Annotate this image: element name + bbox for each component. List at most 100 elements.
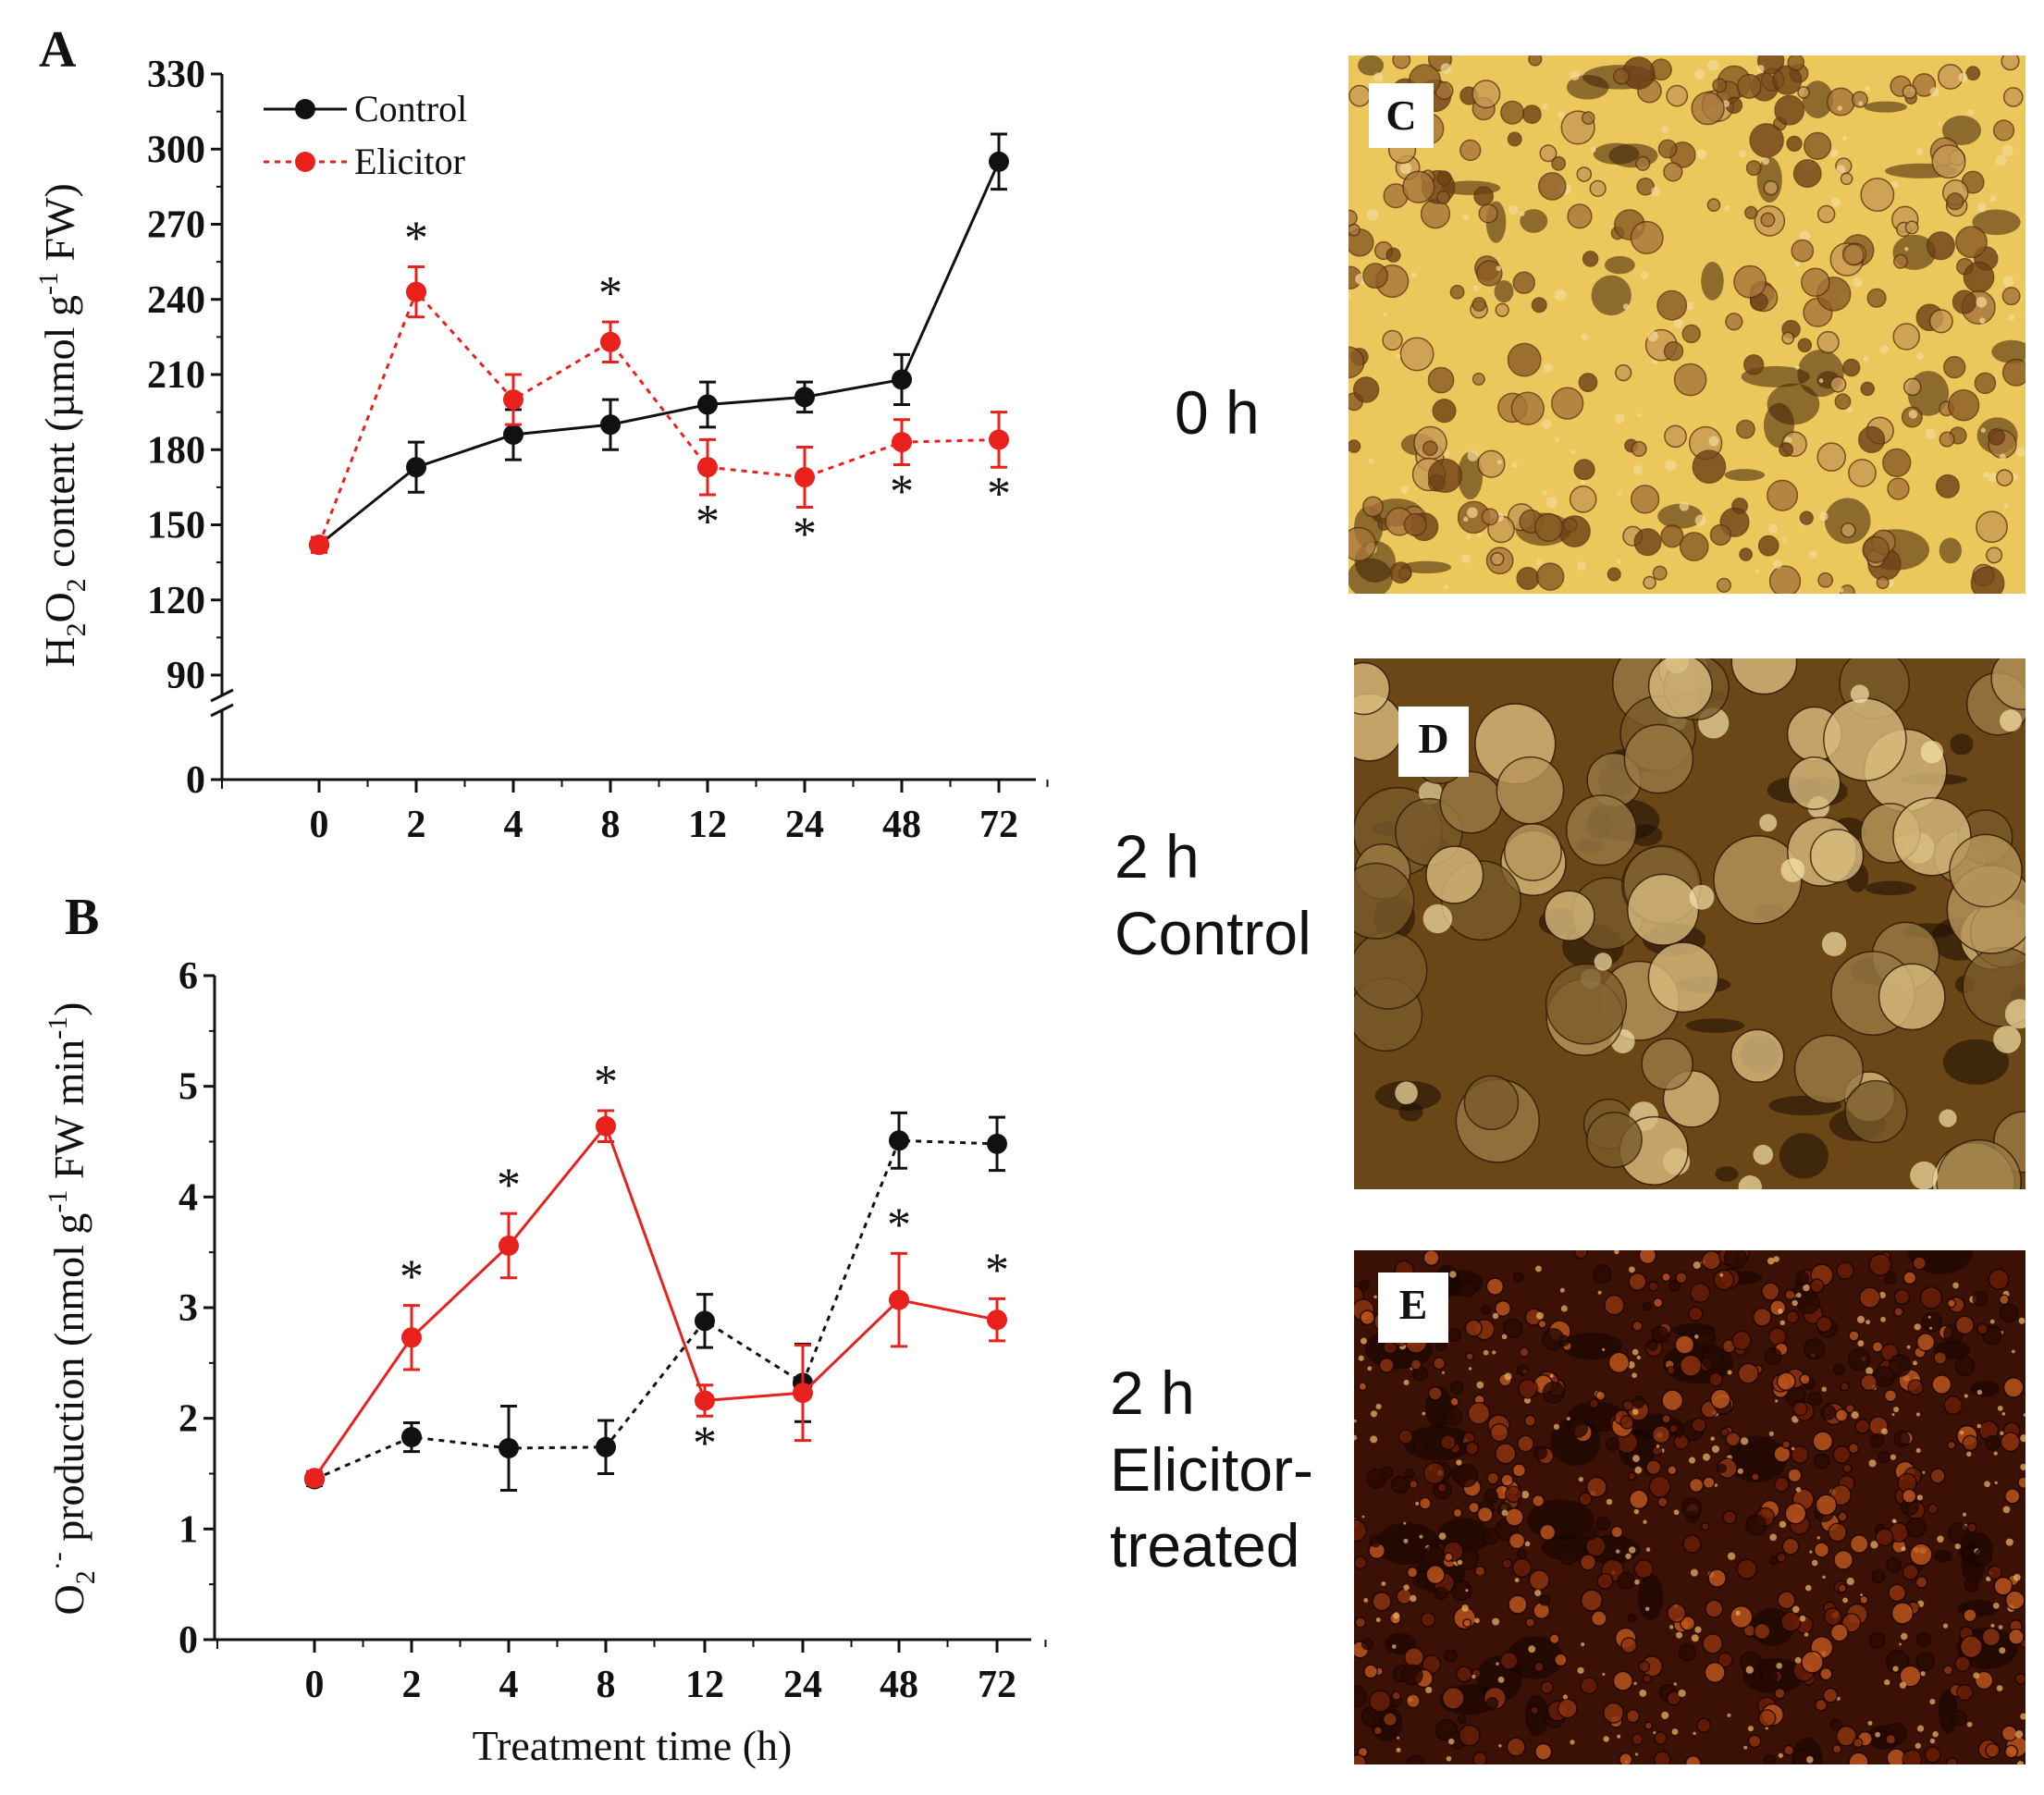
micrograph-cell	[1385, 247, 1401, 263]
micrograph-highlight	[1846, 406, 1853, 413]
micrograph-highlight	[1735, 1610, 1741, 1616]
data-point-elicitor	[697, 457, 718, 478]
micrograph-cell	[1725, 313, 1743, 331]
data-point-control	[892, 369, 912, 390]
micrograph-highlight	[1982, 472, 1989, 478]
micrograph-cell	[1786, 135, 1803, 152]
micrograph-cell	[1642, 1301, 1652, 1311]
micrograph-highlight	[1615, 413, 1625, 424]
micrograph-highlight	[1804, 1584, 1812, 1592]
x-tick-label: 2	[407, 804, 426, 846]
micrograph-highlight	[1632, 1455, 1640, 1462]
caption-e-line: 2 h	[1110, 1359, 1195, 1427]
micrograph-cell	[1852, 1737, 1864, 1749]
y-tick-label: 2	[179, 1398, 198, 1441]
micrograph-highlight	[1875, 1731, 1881, 1738]
micrograph-cell	[1506, 1737, 1526, 1757]
micrograph-highlight	[1753, 1144, 1773, 1165]
micrograph-cell	[1579, 1554, 1597, 1571]
micrograph-highlight	[1472, 285, 1480, 291]
micrograph-cell	[1580, 1589, 1604, 1612]
micrograph-cell	[1752, 1307, 1772, 1327]
micrograph-cell	[1905, 1517, 1927, 1538]
micrograph-highlight	[1679, 501, 1690, 511]
significance-star: *	[497, 1159, 521, 1211]
micrograph-highlight	[1738, 1175, 1762, 1189]
micrograph-blob	[1494, 279, 1514, 303]
micrograph-highlight	[1799, 230, 1811, 242]
micrograph-highlight	[1554, 289, 1567, 301]
micrograph-highlight	[1514, 1578, 1520, 1583]
micrograph-cell	[1422, 1461, 1447, 1485]
micrograph-highlight	[1779, 1320, 1785, 1326]
micrograph-cell	[1406, 1566, 1419, 1579]
micrograph-highlight	[1976, 1423, 1982, 1429]
micrograph-highlight	[1818, 378, 1824, 384]
micrograph-highlight	[1492, 1350, 1496, 1355]
micrograph-highlight	[1696, 149, 1707, 160]
y-axis-label-part: production (nmol g	[45, 1213, 92, 1553]
micrograph-cell	[1449, 1381, 1464, 1395]
micrograph-highlight	[1367, 1366, 1373, 1371]
micrograph-highlight	[1830, 197, 1841, 207]
micrograph-cell	[1354, 1753, 1367, 1764]
micrograph-cell	[1391, 1690, 1402, 1702]
micrograph-highlight	[1496, 265, 1502, 271]
micrograph-cell	[1656, 289, 1688, 321]
micrograph-cell	[1645, 1459, 1662, 1476]
micrograph-cell	[1816, 442, 1846, 472]
micrograph-cell	[1354, 931, 1428, 1010]
micrograph-cell	[1987, 1565, 2003, 1580]
micrograph-cell	[1673, 363, 1707, 397]
micrograph-cell	[1797, 338, 1813, 353]
micrograph-cell	[1966, 1522, 1977, 1533]
micrograph-cell	[1422, 440, 1438, 457]
micrograph-highlight	[1669, 1625, 1674, 1629]
micrograph-cell	[1836, 1725, 1857, 1747]
micrograph-highlight	[1673, 1509, 1680, 1516]
micrograph-cell	[1749, 123, 1784, 158]
micrograph-cell	[1602, 1702, 1625, 1724]
micrograph-highlight	[1865, 1367, 1874, 1375]
micrograph-blob	[1561, 1332, 1622, 1360]
micrograph-cell	[1751, 1472, 1760, 1481]
micrograph-cell	[1354, 1685, 1367, 1708]
micrograph-cell	[1954, 1356, 1976, 1377]
micrograph-highlight	[1492, 1312, 1499, 1320]
micrograph-blob	[1348, 558, 1393, 594]
micrograph-highlight	[1492, 1617, 1500, 1626]
micrograph-highlight	[1850, 684, 1869, 704]
micrograph-cell	[1781, 1440, 1792, 1449]
micrograph-highlight	[1899, 1681, 1907, 1689]
micrograph-cell	[1661, 1413, 1671, 1424]
micrograph-highlight	[1719, 1272, 1724, 1277]
micrograph-blob	[1724, 469, 1766, 482]
micrograph-cell	[1590, 1610, 1607, 1627]
micrograph-cell	[2004, 1590, 2026, 1611]
micrograph-highlight	[1916, 1725, 1925, 1732]
micrograph-cell	[1996, 469, 2013, 486]
micrograph-cell	[1840, 522, 1856, 538]
micrograph-cell	[1848, 459, 1877, 487]
micrograph-cell	[1893, 1288, 1911, 1306]
micrograph-highlight	[1778, 1309, 1783, 1314]
data-point-elicitor	[309, 535, 329, 556]
micrograph-highlight	[1602, 1347, 1606, 1351]
micrograph-cell	[1502, 1318, 1523, 1338]
micrograph-cell	[1674, 1429, 1684, 1438]
micrograph-cell	[1396, 1588, 1413, 1605]
x-tick-label: 0	[305, 1664, 325, 1706]
micrograph-highlight	[1811, 1559, 1818, 1567]
micrograph-highlight	[1637, 412, 1643, 418]
micrograph-cell	[1876, 575, 1890, 590]
micrograph-cell	[1348, 209, 1358, 227]
micrograph-cell	[1860, 381, 1875, 397]
micrograph-cell	[1363, 1664, 1379, 1679]
micrograph-cell	[1612, 1670, 1633, 1691]
micrograph-highlight	[1528, 1645, 1536, 1654]
micrograph-cell	[1632, 1395, 1645, 1408]
micrograph-cell	[1962, 1434, 1979, 1452]
micrograph-cell	[1494, 1299, 1512, 1317]
micrograph-highlight	[1842, 135, 1848, 141]
micrograph-highlight	[1348, 293, 1351, 299]
